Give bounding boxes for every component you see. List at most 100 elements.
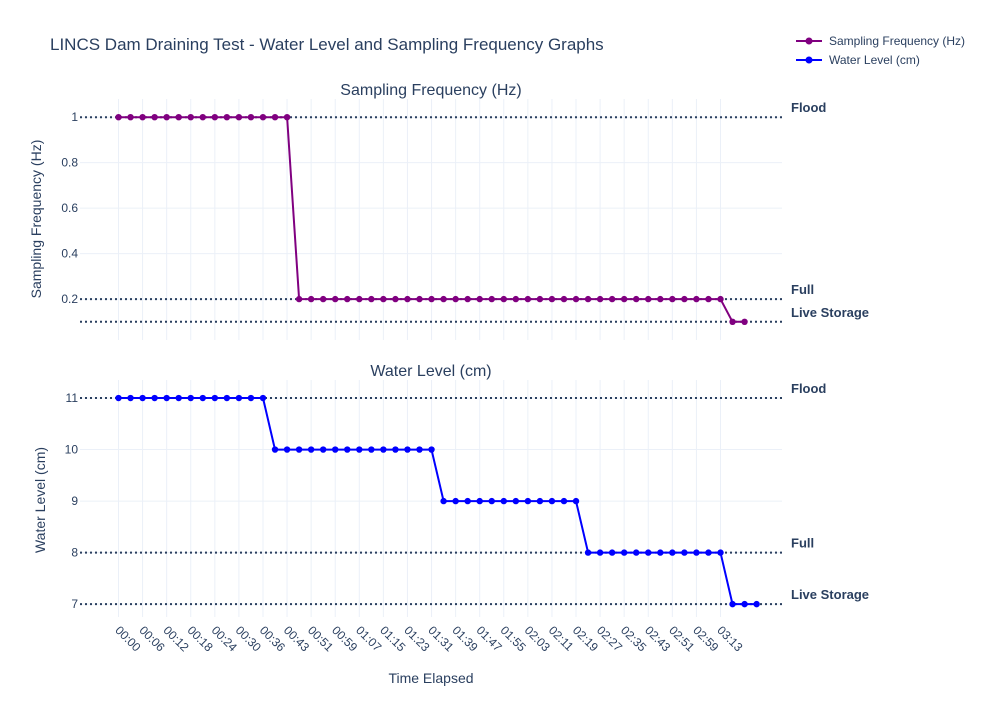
sampling-frequency-data-point	[259, 113, 267, 121]
water-level-data-point	[596, 549, 604, 556]
water-level-data-point	[392, 446, 399, 453]
sampling-frequency-data-point	[488, 295, 495, 303]
water-level-data-point	[633, 549, 640, 556]
water-level-data-point	[127, 394, 134, 402]
water-level-data-point	[428, 446, 435, 453]
sampling-frequency-data-point	[404, 295, 411, 303]
water-level-data-point	[500, 497, 507, 505]
legend-item-sampling-frequency[interactable]: Sampling Frequency (Hz)	[796, 34, 965, 48]
bottom-subplot-title: Water Level (cm)	[370, 363, 491, 380]
x-tick-label: 02:03	[522, 623, 553, 654]
sampling-frequency-data-point	[392, 295, 399, 303]
sampling-frequency-data-point	[608, 295, 616, 303]
sampling-frequency-data-point	[199, 113, 206, 121]
water-level-data-point	[319, 446, 327, 453]
water-level-data-point	[139, 394, 146, 402]
water-level-data-point	[572, 497, 580, 505]
sampling-frequency-data-point	[380, 295, 387, 303]
sampling-frequency-data-point	[500, 295, 507, 303]
water-level-data-point	[295, 446, 303, 453]
sampling-frequency-data-point	[596, 295, 604, 303]
water-level-data-point	[741, 600, 748, 608]
water-level-y-tick-label: 9	[71, 494, 78, 508]
sampling-frequency-y-tick-label: 0.4	[61, 247, 78, 261]
water-level-data-point	[416, 446, 423, 453]
legend-item-water-level[interactable]: Water Level (cm)	[796, 53, 920, 67]
sampling-frequency-data-point	[115, 113, 122, 121]
sampling-frequency-data-point	[440, 295, 447, 303]
water-level-data-point	[657, 549, 664, 556]
sampling-frequency-data-point	[175, 113, 182, 121]
water-level-data-point	[548, 497, 556, 505]
x-tick-label: 02:19	[570, 623, 601, 654]
water-level-data-point	[368, 446, 375, 453]
water-level-y-tick-label: 11	[66, 391, 79, 405]
sampling-frequency-y-tick-label: 0.6	[61, 201, 78, 215]
sampling-frequency-data-point	[452, 295, 459, 303]
water-level-y-tick-label: 10	[65, 443, 79, 457]
x-tick-label: 00:06	[136, 623, 167, 654]
sampling-frequency-data-point	[187, 113, 194, 121]
x-tick-label: 02:27	[594, 623, 625, 654]
legend-marker-water-level	[805, 56, 813, 64]
sampling-frequency-data-point	[729, 318, 736, 326]
water-level-reference-label: Live Storage	[791, 587, 869, 602]
legend-marker-sampling-frequency	[805, 37, 813, 45]
water-level-data-point	[259, 394, 267, 402]
legend-label-water-level: Water Level (cm)	[829, 53, 920, 67]
x-tick-label: 03:13	[714, 623, 745, 654]
sampling-frequency-data-point	[669, 295, 676, 303]
water-level-data-point	[283, 446, 291, 453]
sampling-frequency-data-point	[368, 295, 375, 303]
x-tick-label: 02:11	[546, 623, 577, 654]
sampling-frequency-data-point	[271, 113, 279, 121]
water-level-data-point	[645, 549, 652, 556]
sampling-frequency-data-point	[633, 295, 640, 303]
sampling-frequency-data-point	[717, 295, 724, 303]
x-tick-label: 00:51	[305, 623, 336, 654]
water-level-data-point	[163, 394, 170, 402]
x-tick-label: 00:30	[233, 623, 264, 654]
x-tick-label: 00:12	[161, 623, 192, 654]
sampling-frequency-data-point	[127, 113, 134, 121]
water-level-data-point	[199, 394, 206, 402]
sampling-frequency-data-point	[693, 295, 700, 303]
water-level-data-point	[536, 497, 544, 505]
water-level-data-point	[307, 446, 315, 453]
water-level-data-point	[669, 549, 676, 556]
sampling-frequency-data-point	[512, 295, 520, 303]
water-level-reference-label: Full	[791, 536, 814, 551]
water-level-data-point	[440, 497, 447, 505]
x-tick-label: 00:43	[281, 623, 312, 654]
sampling-frequency-y-tick-label: 0.8	[61, 156, 78, 170]
water-level-data-point	[560, 497, 568, 505]
legend[interactable]: Sampling Frequency (Hz) Water Level (cm)	[796, 34, 965, 67]
water-level-data-point	[488, 497, 495, 505]
sampling-frequency-data-point	[307, 295, 315, 303]
water-level-data-point	[404, 446, 411, 453]
x-tick-label: 00:36	[257, 623, 288, 654]
water-level-data-point	[380, 446, 387, 453]
sampling-frequency-data-point	[681, 295, 688, 303]
water-level-data-point	[620, 549, 628, 556]
x-tick-label: 00:59	[329, 623, 360, 654]
water-level-data-point	[271, 446, 279, 453]
sampling-frequency-data-point	[657, 295, 664, 303]
x-tick-label: 02:35	[618, 623, 649, 654]
water-level-data-point	[247, 394, 255, 402]
water-level-data-point	[356, 446, 363, 453]
water-level-data-point	[584, 549, 592, 556]
sampling-frequency-data-point	[151, 113, 158, 121]
water-level-data-point	[705, 549, 712, 556]
sampling-frequency-plot: 1 0.8 0.6 0.4 0.2 Flood Full Live Storage	[61, 99, 869, 340]
sampling-frequency-data-point	[247, 113, 255, 121]
water-level-data-point	[512, 497, 520, 505]
sampling-frequency-data-point	[741, 318, 748, 326]
x-axis-title: Time Elapsed	[388, 670, 473, 686]
sampling-frequency-data-point	[139, 113, 146, 121]
water-level-reference-label: Flood	[791, 381, 826, 396]
sampling-frequency-data-point	[536, 295, 544, 303]
x-tick-label: 01:07	[353, 623, 384, 654]
